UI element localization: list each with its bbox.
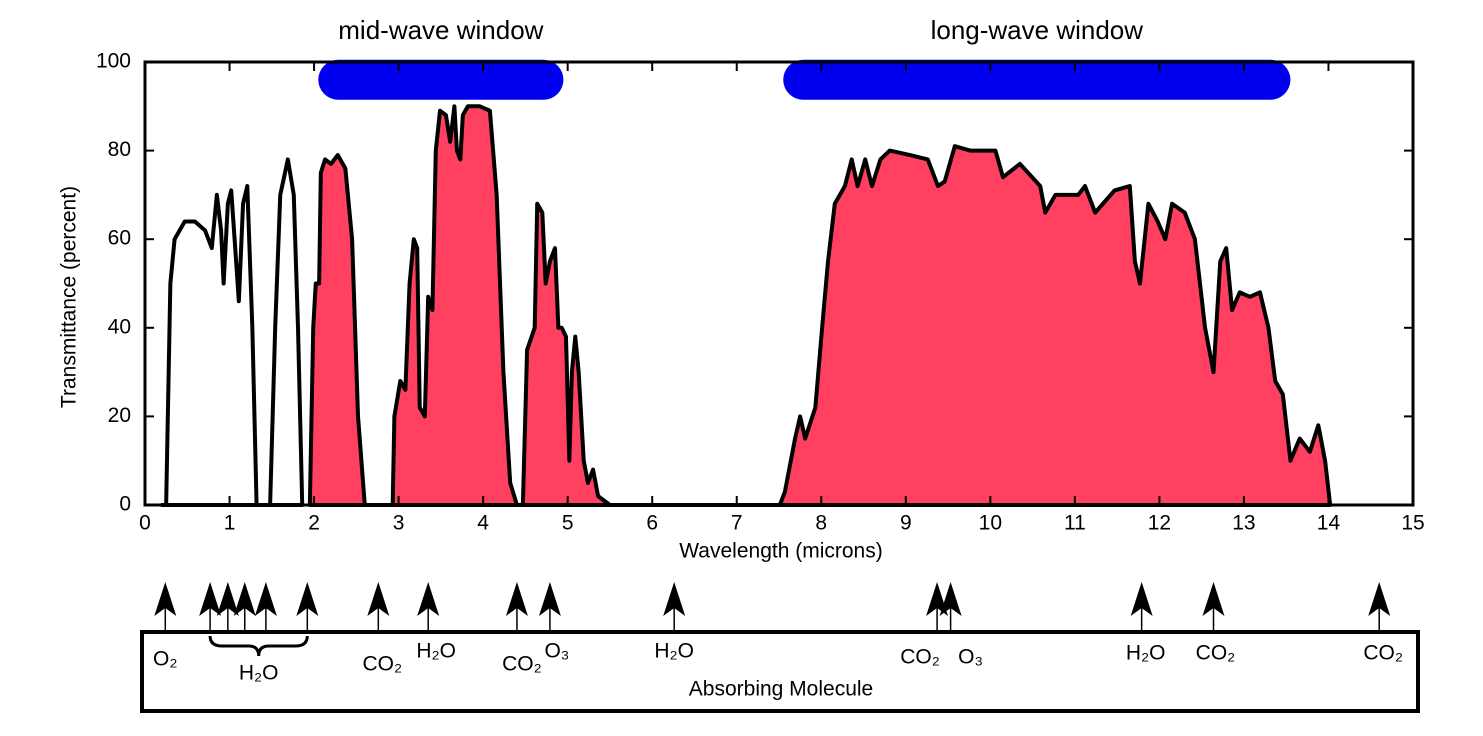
absorber-arrow-head [233, 582, 256, 616]
x-tick-label: 14 [1317, 512, 1341, 535]
absorber-label: O₃ [958, 646, 983, 669]
x-axis-label: Wavelength (microns) [679, 540, 882, 563]
x-tick-label: 5 [562, 512, 574, 535]
y-axis-label: Transmittance (percent) [58, 186, 81, 408]
x-tick-label: 7 [731, 512, 743, 535]
x-tick-label: 3 [393, 512, 405, 535]
transmittance-area [159, 157, 305, 507]
x-tick-label: 8 [815, 512, 827, 535]
absorber-arrow-head [296, 582, 319, 616]
x-tick-label: 2 [308, 512, 320, 535]
y-tick-label: 20 [108, 404, 131, 427]
absorber-label: H₂O [416, 640, 456, 663]
absorber-label: O₃ [544, 640, 569, 663]
transmittance-area [307, 104, 1333, 507]
absorber-arrow-head [367, 582, 390, 616]
absorber-arrow-head [417, 582, 440, 616]
absorber-arrow-head [663, 582, 686, 616]
x-tick-label: 15 [1401, 512, 1424, 535]
absorber-arrow-head [254, 582, 277, 616]
absorber-brace [208, 635, 309, 657]
x-tick-label: 1 [224, 512, 236, 535]
absorber-label: H₂O [1126, 642, 1166, 665]
y-tick-label: 80 [108, 138, 131, 161]
absorber-arrow-head [154, 582, 177, 616]
absorber-label: CO₂ [1363, 642, 1403, 665]
absorber-arrow-head [538, 582, 561, 616]
y-tick-label: 0 [119, 493, 131, 516]
absorber-box [140, 630, 1420, 713]
absorber-arrow-head [216, 582, 239, 616]
y-tick-label: 40 [108, 315, 131, 338]
absorber-label: CO₂ [1196, 642, 1236, 665]
window-bar [783, 59, 1291, 100]
window-label: long-wave window [931, 15, 1144, 45]
x-tick-label: 4 [477, 512, 489, 535]
absorber-group-label: H₂O [239, 662, 279, 685]
plot-frame [143, 60, 1415, 507]
absorber-arrow-head [505, 582, 528, 616]
absorber-label: CO₂ [362, 653, 402, 676]
absorber-label: H₂O [654, 640, 694, 663]
x-tick-label: 13 [1232, 512, 1255, 535]
y-tick-label: 60 [108, 227, 131, 250]
absorber-label: O₂ [153, 648, 178, 671]
absorber-title: Absorbing Molecule [689, 678, 873, 701]
absorber-arrow-head [199, 582, 222, 616]
x-tick-label: 10 [979, 512, 1002, 535]
absorber-label: CO₂ [900, 646, 940, 669]
absorber-arrow-head [939, 582, 962, 616]
x-tick-label: 0 [139, 512, 151, 535]
absorber-arrow-head [1130, 582, 1153, 616]
window-bar [318, 59, 564, 100]
absorber-arrow-head [1368, 582, 1391, 616]
x-tick-label: 12 [1148, 512, 1171, 535]
x-tick-label: 11 [1064, 512, 1086, 535]
x-tick-label: 9 [900, 512, 912, 535]
window-label: mid-wave window [338, 15, 543, 45]
absorber-arrow-head [1202, 582, 1225, 616]
absorber-label: CO₂ [502, 653, 542, 676]
x-tick-label: 6 [646, 512, 658, 535]
y-tick-label: 100 [96, 50, 131, 73]
